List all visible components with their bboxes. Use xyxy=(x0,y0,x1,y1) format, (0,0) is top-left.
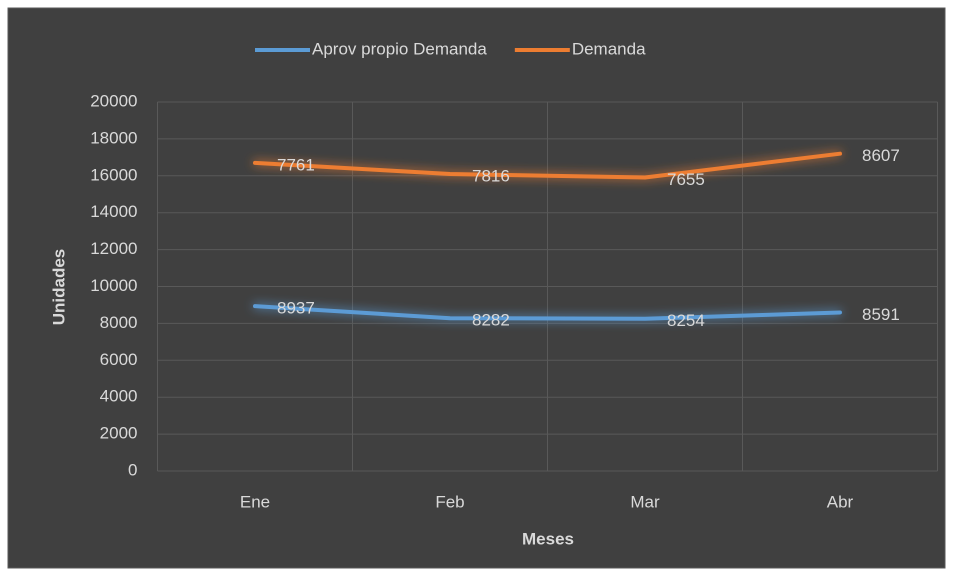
y-tick-label: 2000 xyxy=(100,424,138,443)
y-tick-label: 0 xyxy=(128,460,137,479)
x-tick-label: Feb xyxy=(435,492,464,511)
y-tick-label: 14000 xyxy=(90,202,137,221)
data-label: 8282 xyxy=(472,311,510,330)
y-tick-label: 4000 xyxy=(100,387,138,406)
y-tick-label: 18000 xyxy=(90,128,137,147)
data-label: 8607 xyxy=(862,146,900,165)
x-tick-label: Ene xyxy=(240,492,270,511)
y-tick-label: 20000 xyxy=(90,91,137,110)
line-series xyxy=(253,304,842,321)
line-series xyxy=(253,151,842,180)
y-tick-label: 6000 xyxy=(100,350,138,369)
y-tick-label: 10000 xyxy=(90,276,137,295)
x-tick-label: Mar xyxy=(630,492,660,511)
legend-label: Demanda xyxy=(572,39,646,58)
data-label: 8591 xyxy=(862,305,900,324)
data-label: 8937 xyxy=(277,299,315,318)
data-label: 8254 xyxy=(667,311,705,330)
chart-background xyxy=(7,7,946,569)
y-tick-label: 16000 xyxy=(90,165,137,184)
x-tick-label: Abr xyxy=(827,492,854,511)
y-axis-title: Unidades xyxy=(49,249,68,326)
data-label: 7761 xyxy=(277,155,315,174)
legend: Aprov propio Demanda Demanda xyxy=(255,39,646,58)
x-axis-title: Meses xyxy=(522,529,574,548)
data-label: 7816 xyxy=(472,166,510,185)
y-tick-label: 8000 xyxy=(100,313,138,332)
y-tick-label: 12000 xyxy=(90,239,137,258)
data-label: 7655 xyxy=(667,170,705,189)
legend-label: Aprov propio Demanda xyxy=(312,39,487,58)
